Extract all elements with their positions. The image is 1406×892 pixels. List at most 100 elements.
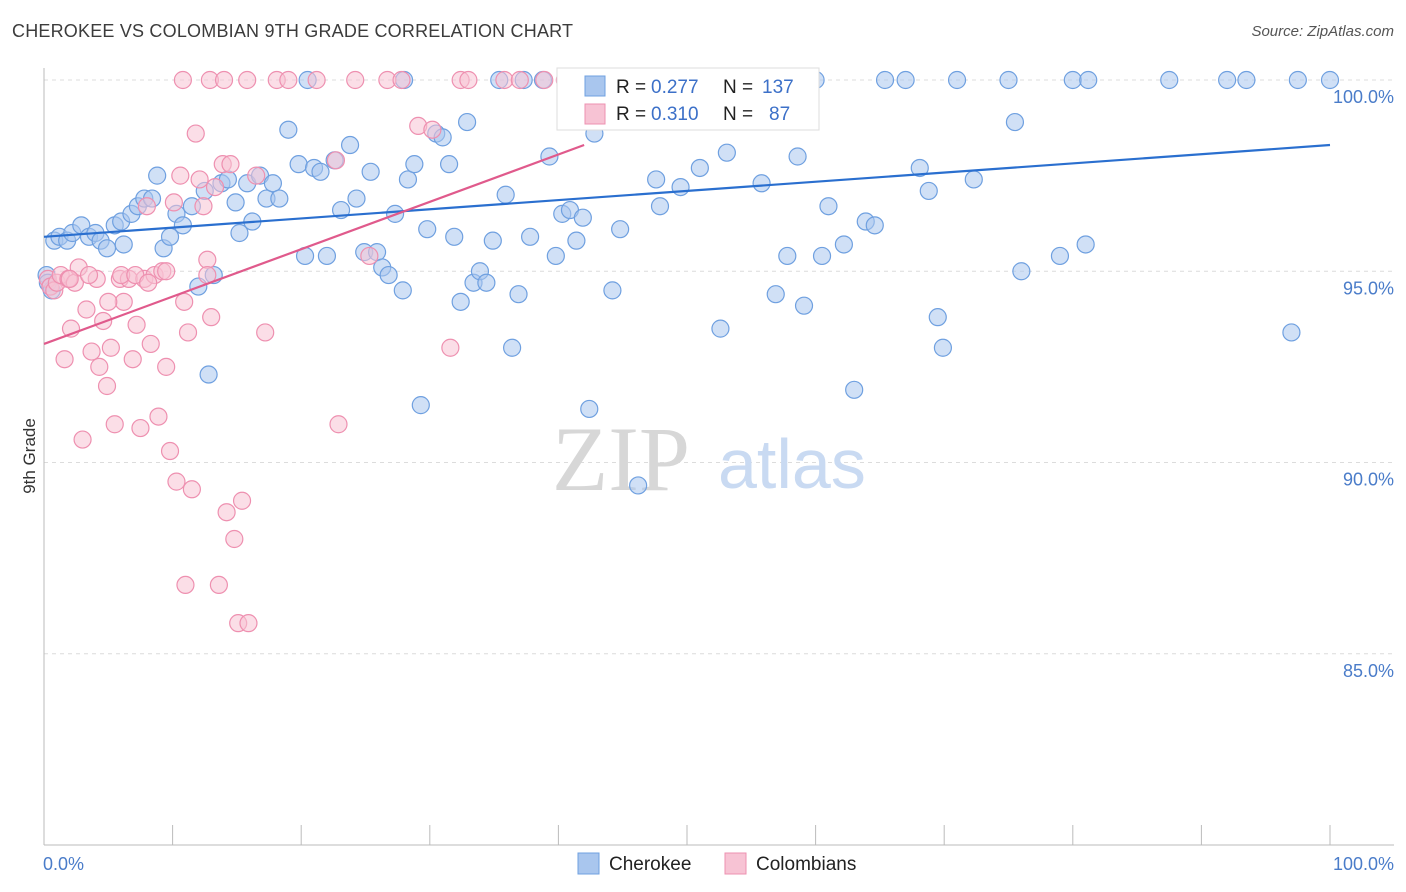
cherokee-point-115 — [910, 158, 929, 178]
colombian-point-12 — [82, 342, 101, 361]
colombian-point-60 — [346, 70, 365, 90]
colombian-point-23 — [127, 315, 146, 334]
colombian-point-69 — [495, 70, 514, 90]
colombian-point-71 — [535, 70, 554, 90]
cherokee-point-122 — [1005, 112, 1025, 132]
cherokee-point-110 — [845, 380, 864, 399]
colombian-point-42 — [198, 250, 217, 269]
legend-n-label-2: N = — [723, 104, 753, 125]
chart-title: CHEROKEE VS COLOMBIAN 9TH GRADE CORRELAT… — [12, 21, 574, 41]
cherokee-point-127 — [1079, 70, 1098, 90]
cherokee-point-120 — [964, 170, 983, 189]
colombian-point-83 — [60, 269, 79, 288]
colombians-points — [38, 70, 589, 633]
cherokee-point-28 — [199, 365, 218, 384]
colombian-point-70 — [510, 70, 529, 90]
legend-swatch-cherokee — [584, 75, 606, 97]
colombian-point-84 — [139, 273, 158, 292]
colombian-point-40 — [190, 170, 209, 189]
cherokee-point-78 — [540, 147, 559, 166]
cherokee-point-112 — [865, 216, 884, 235]
colombian-point-11 — [77, 300, 96, 319]
cherokee-point-82 — [567, 231, 586, 250]
cherokee-point-130 — [1237, 70, 1256, 90]
cherokee-point-40 — [279, 120, 298, 139]
cherokee-point-132 — [1282, 323, 1301, 342]
cherokee-point-114 — [896, 70, 915, 90]
colombian-point-44 — [205, 178, 225, 197]
cherokee-point-113 — [875, 70, 895, 90]
cherokee-point-59 — [411, 396, 430, 415]
colombian-point-22 — [123, 350, 142, 369]
colombian-point-26 — [137, 197, 156, 216]
colombian-point-48 — [221, 155, 240, 174]
cherokee-point-90 — [629, 476, 648, 495]
colombian-point-39 — [186, 124, 205, 143]
cherokee-point-93 — [650, 197, 670, 216]
cherokee-trend-line — [43, 143, 1331, 238]
cherokee-point-65 — [451, 292, 470, 311]
y-tick-labels: 100.0% 95.0% 90.0% 85.0% — [1333, 87, 1394, 681]
cherokee-point-49 — [347, 189, 366, 208]
bottom-legend-label-cherokee: Cherokee — [609, 854, 691, 875]
colombian-point-18 — [105, 415, 124, 434]
colombian-point-14 — [90, 357, 109, 376]
cherokee-point-83 — [573, 208, 592, 227]
colombian-point-53 — [247, 166, 266, 185]
colombian-point-76 — [214, 70, 234, 90]
colombian-point-78 — [157, 262, 176, 281]
cherokee-point-102 — [766, 285, 785, 304]
colombian-point-56 — [279, 70, 298, 90]
cherokee-point-119 — [947, 70, 967, 90]
legend-r-label-1: R = — [616, 77, 646, 98]
chart-source: Source: ZipAtlas.com — [1251, 23, 1394, 40]
colombian-point-54 — [256, 323, 275, 342]
cherokee-point-32 — [226, 193, 245, 212]
colombian-point-49 — [225, 529, 244, 549]
cherokee-point-73 — [503, 338, 522, 357]
legend-r-value-1: 0.277 — [651, 77, 699, 98]
cherokee-point-129 — [1218, 70, 1237, 90]
cherokee-point-76 — [521, 227, 540, 246]
colombian-point-80 — [79, 265, 99, 285]
cherokee-point-38 — [263, 174, 283, 193]
cherokee-point-107 — [812, 246, 832, 266]
cherokee-point-108 — [819, 197, 838, 216]
legend-swatch-colombians — [584, 103, 606, 125]
colombian-point-29 — [149, 407, 168, 426]
colombian-point-20 — [114, 292, 133, 311]
cherokee-point-96 — [690, 158, 709, 178]
colombian-point-65 — [423, 120, 442, 139]
y-tick-label-2: 90.0% — [1343, 470, 1394, 490]
colombian-point-47 — [217, 503, 236, 522]
cherokee-point-84 — [580, 399, 599, 419]
x-tick-label-min: 0.0% — [43, 854, 84, 874]
colombian-point-85 — [176, 575, 195, 595]
cherokee-point-20 — [148, 166, 167, 185]
cherokee-point-109 — [834, 235, 853, 254]
colombian-point-33 — [164, 193, 183, 212]
legend: R = 0.277 N = 137 R = 0.310 N = 87 — [556, 67, 820, 131]
cherokee-point-88 — [611, 220, 630, 239]
colombian-point-41 — [194, 197, 213, 216]
cherokee-point-51 — [361, 162, 380, 181]
cherokee-point-57 — [398, 170, 418, 189]
cherokee-point-118 — [933, 338, 953, 357]
cherokee-point-121 — [999, 70, 1018, 90]
x-ticks — [43, 825, 1331, 845]
colombian-point-74 — [173, 70, 192, 90]
cherokee-point-60 — [418, 220, 437, 239]
cherokee-point-103 — [778, 246, 797, 266]
colombian-point-32 — [160, 441, 180, 461]
cherokee-point-15 — [114, 235, 133, 254]
colombian-point-24 — [131, 418, 150, 438]
cherokee-point-124 — [1050, 246, 1070, 266]
grid-lines — [44, 79, 1394, 655]
colombian-point-58 — [326, 151, 346, 170]
cherokee-point-94 — [671, 178, 690, 197]
cherokee-point-69 — [477, 273, 496, 292]
axes — [43, 68, 1394, 846]
y-tick-label-3: 85.0% — [1343, 661, 1394, 681]
colombian-point-43 — [202, 308, 221, 327]
